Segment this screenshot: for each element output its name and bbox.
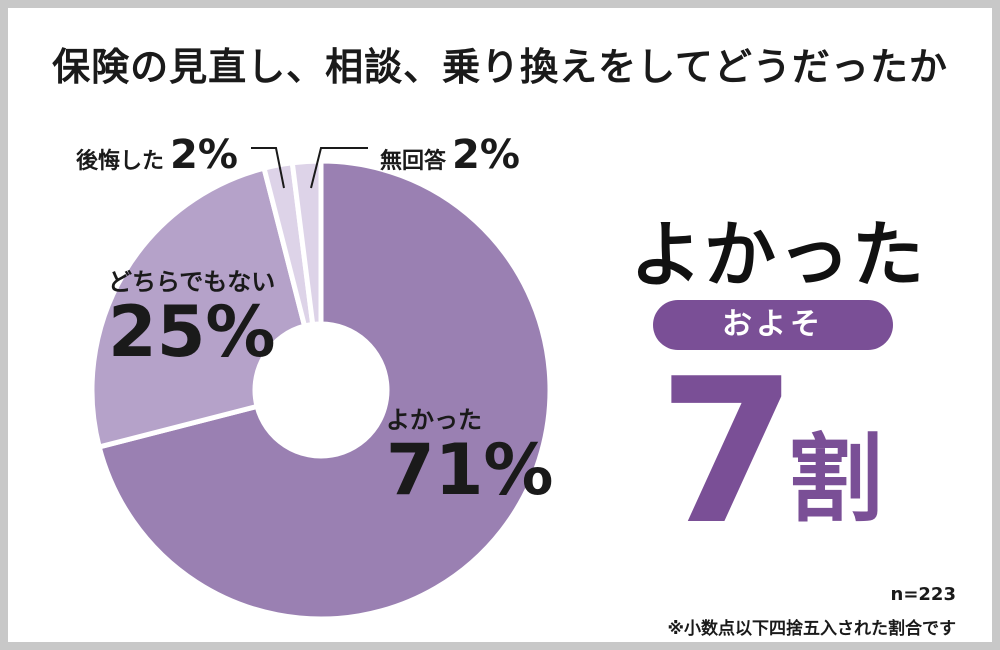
leader-line-mukaitou (310, 147, 368, 189)
slice-label-koukai: 後悔した (76, 149, 165, 174)
summary-unit: 割 (788, 425, 884, 535)
summary-headline: よかった (629, 213, 926, 297)
donut-chart (89, 147, 553, 622)
slice-dochira (89, 165, 308, 450)
label-dochira: どちらでもない 25% (108, 262, 276, 367)
label-koukai: 後悔した 2% (76, 132, 238, 178)
slice-value-koukai: 2% (170, 132, 238, 178)
summary-number: 7 (658, 336, 798, 569)
slice-mukaitou (289, 158, 324, 328)
summary-pill: およそ (653, 300, 893, 350)
label-mukaitou: 無回答 2% (380, 132, 520, 178)
slice-value-mukaitou: 2% (452, 132, 520, 178)
footnote: ※小数点以下四捨五入された割合です (667, 619, 956, 639)
sample-size: n=223 (890, 584, 956, 605)
chart-title: 保険の見直し、相談、乗り換えをしてどうだったか (52, 45, 948, 89)
slice-label-dochira: どちらでもない (108, 268, 276, 296)
slice-label-mukaitou: 無回答 (380, 149, 447, 174)
slice-yokatta (96, 158, 553, 622)
label-yokatta: よかった 71% (386, 400, 554, 505)
slice-value-dochira: 25% (108, 291, 276, 373)
leader-line-koukai (251, 147, 285, 189)
slice-value-yokatta: 71% (386, 429, 554, 511)
slice-label-yokatta: よかった (386, 406, 482, 434)
